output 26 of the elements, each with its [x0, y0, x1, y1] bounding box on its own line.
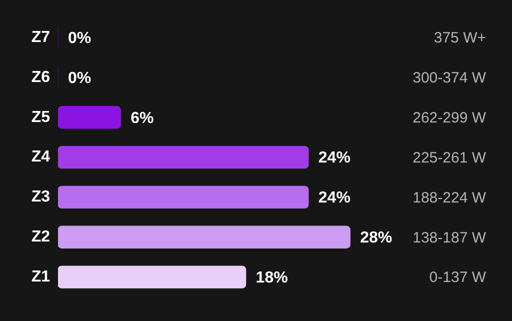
- data-label: 28%: [360, 230, 392, 247]
- data-label: 6%: [130, 110, 154, 127]
- bar: [58, 266, 246, 288]
- bar: [58, 226, 350, 248]
- y-tick-label: Z6: [31, 68, 50, 86]
- data-label: 24%: [318, 190, 350, 207]
- data-label: 24%: [318, 150, 350, 167]
- y-tick-label: Z5: [31, 108, 50, 126]
- y-tick-label: Z7: [31, 28, 50, 46]
- y-tick-label: Z4: [31, 148, 50, 166]
- text: 262-299 W: [412, 110, 487, 127]
- text: 0-137 W: [429, 269, 487, 286]
- y-tick-label: Z1: [31, 268, 50, 286]
- text: 138-187 W: [412, 229, 487, 246]
- text: 375 W+: [434, 30, 486, 47]
- bar: [58, 106, 121, 129]
- data-label: 0%: [68, 30, 92, 47]
- y-tick-label: Z2: [31, 228, 50, 246]
- y-tick-label: Z3: [31, 188, 50, 206]
- text: 225-261 W: [412, 149, 487, 166]
- bar: [58, 146, 309, 169]
- data-label: 18%: [256, 269, 288, 286]
- bar: [58, 186, 309, 209]
- text: 188-224 W: [412, 189, 487, 206]
- text: 300-374 W: [412, 70, 487, 87]
- data-label: 0%: [68, 70, 92, 87]
